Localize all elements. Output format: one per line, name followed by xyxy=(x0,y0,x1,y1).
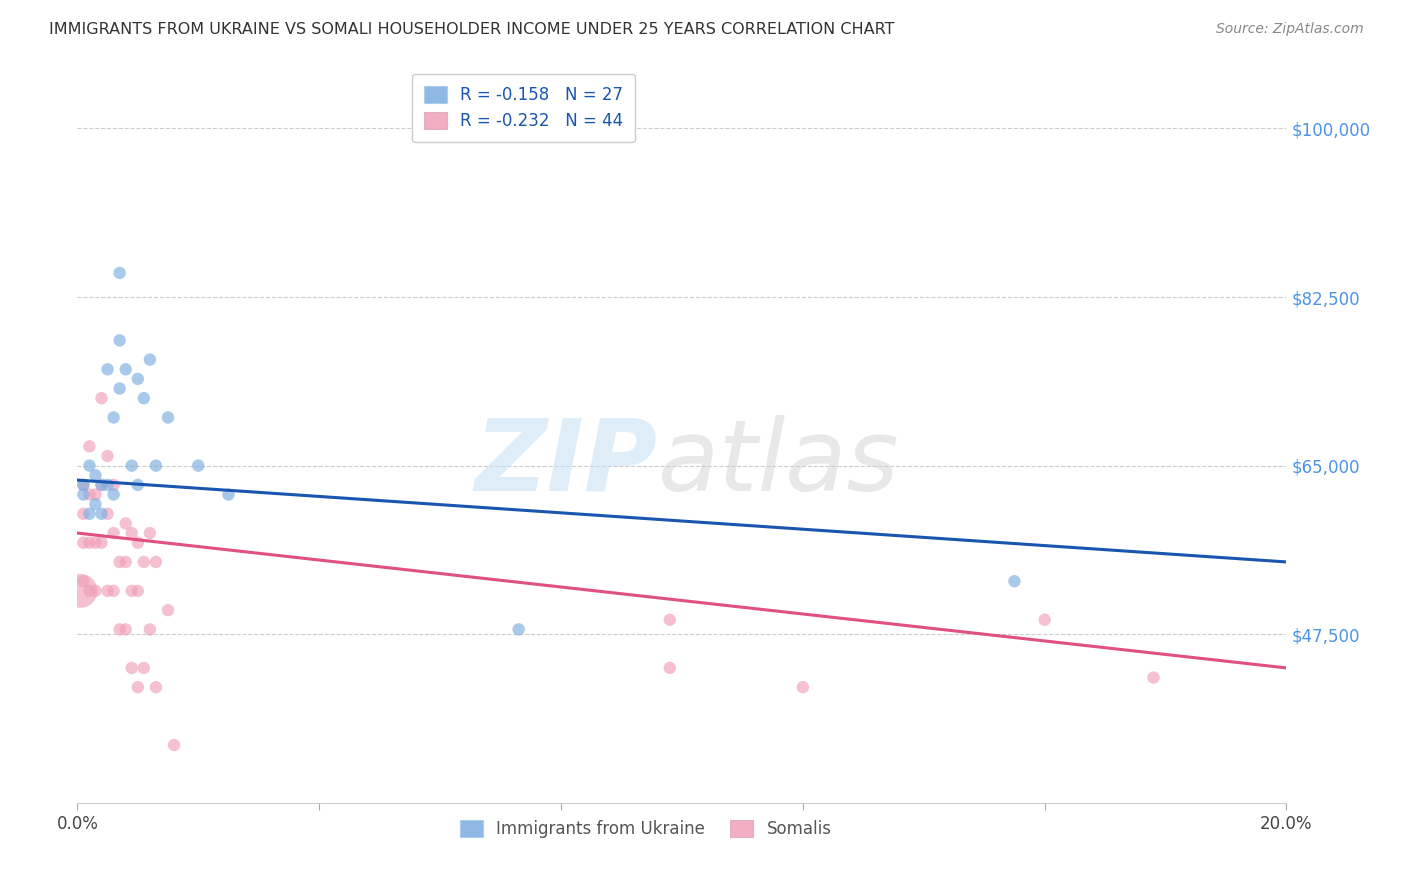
Point xyxy=(72,478,94,492)
Point xyxy=(163,738,186,752)
Point xyxy=(139,352,162,367)
Point xyxy=(90,391,112,405)
Point xyxy=(127,372,149,386)
Point xyxy=(187,458,209,473)
Point xyxy=(90,478,112,492)
Text: Source: ZipAtlas.com: Source: ZipAtlas.com xyxy=(1216,22,1364,37)
Point xyxy=(145,555,167,569)
Point xyxy=(84,535,107,549)
Point xyxy=(121,583,143,598)
Point xyxy=(114,362,136,376)
Legend: Immigrants from Ukraine, Somalis: Immigrants from Ukraine, Somalis xyxy=(453,814,838,845)
Point xyxy=(96,478,118,492)
Point xyxy=(84,487,107,501)
Point xyxy=(157,410,180,425)
Point xyxy=(127,680,149,694)
Point xyxy=(157,603,180,617)
Point xyxy=(103,526,125,541)
Point xyxy=(139,526,162,541)
Point xyxy=(96,507,118,521)
Point xyxy=(508,623,530,637)
Point xyxy=(84,497,107,511)
Point xyxy=(121,661,143,675)
Point xyxy=(139,623,162,637)
Point xyxy=(108,623,131,637)
Point xyxy=(145,458,167,473)
Point xyxy=(72,574,94,589)
Point xyxy=(121,458,143,473)
Point xyxy=(108,555,131,569)
Point xyxy=(79,458,101,473)
Point xyxy=(84,468,107,483)
Point xyxy=(114,516,136,531)
Point xyxy=(72,507,94,521)
Point xyxy=(108,266,131,280)
Point xyxy=(79,487,101,501)
Point xyxy=(132,555,155,569)
Point xyxy=(121,526,143,541)
Point xyxy=(84,583,107,598)
Point xyxy=(79,583,101,598)
Point xyxy=(1033,613,1056,627)
Text: atlas: atlas xyxy=(658,415,900,512)
Point xyxy=(108,382,131,396)
Point xyxy=(132,661,155,675)
Text: IMMIGRANTS FROM UKRAINE VS SOMALI HOUSEHOLDER INCOME UNDER 25 YEARS CORRELATION : IMMIGRANTS FROM UKRAINE VS SOMALI HOUSEH… xyxy=(49,22,894,37)
Point xyxy=(79,507,101,521)
Point xyxy=(72,478,94,492)
Point xyxy=(72,487,94,501)
Point xyxy=(90,535,112,549)
Point xyxy=(218,487,240,501)
Point xyxy=(96,449,118,463)
Point xyxy=(132,391,155,405)
Point xyxy=(90,507,112,521)
Point xyxy=(1142,671,1164,685)
Text: ZIP: ZIP xyxy=(475,415,658,512)
Point xyxy=(103,478,125,492)
Point xyxy=(792,680,814,694)
Point xyxy=(79,535,101,549)
Point xyxy=(658,661,681,675)
Point xyxy=(96,362,118,376)
Point xyxy=(127,478,149,492)
Point xyxy=(1004,574,1026,589)
Point xyxy=(108,334,131,348)
Point xyxy=(103,583,125,598)
Point xyxy=(658,613,681,627)
Point xyxy=(127,535,149,549)
Point xyxy=(72,535,94,549)
Point xyxy=(90,478,112,492)
Point xyxy=(114,555,136,569)
Point xyxy=(69,583,91,598)
Point xyxy=(127,583,149,598)
Point xyxy=(79,439,101,453)
Point xyxy=(103,410,125,425)
Point xyxy=(114,623,136,637)
Point xyxy=(96,583,118,598)
Point xyxy=(145,680,167,694)
Point xyxy=(103,487,125,501)
